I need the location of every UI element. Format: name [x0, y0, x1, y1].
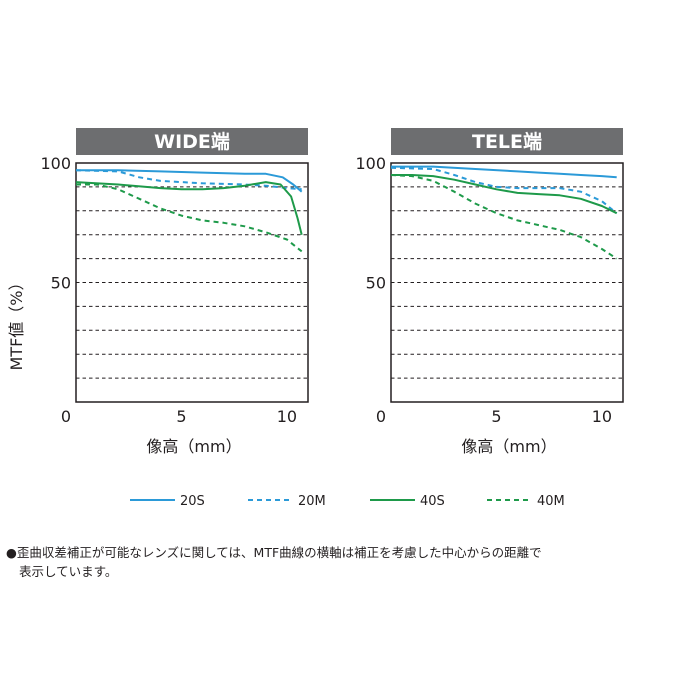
- series-line-20m: [390, 166, 618, 214]
- legend: 20S 20M 40S 40M: [130, 494, 565, 509]
- x-tick-label: 0: [61, 407, 71, 426]
- x-tick-label: 0: [376, 407, 386, 426]
- y-tick-label: 50: [51, 274, 71, 293]
- wide-panel-title: WIDE端: [154, 130, 230, 153]
- series-line-20m: [75, 169, 302, 191]
- tele-plot-frame: [390, 162, 624, 403]
- x-tick-label: 10: [277, 407, 297, 426]
- tele-panel-title: TELE端: [472, 130, 542, 153]
- footnote: ●歪曲収差補正が可能なレンズに関しては、MTF曲線の横軸は補正を考慮した中心から…: [6, 543, 696, 581]
- y-axis-label: MTF値（%）: [7, 275, 26, 371]
- tele-panel: TELE端 100 50 0 5 10 像高（mm）: [355, 128, 624, 456]
- series-line-40s: [391, 174, 618, 215]
- series-line-40m: [76, 183, 303, 253]
- wide-x-axis-label: 像高（mm）: [146, 437, 241, 456]
- wide-title-bar: [76, 128, 308, 155]
- series-line-20s: [391, 165, 617, 179]
- wide-plot-frame: [75, 162, 309, 403]
- legend-label-20s: 20S: [180, 494, 205, 509]
- x-tick-label: 5: [176, 407, 186, 426]
- series-line-40m: [390, 174, 618, 260]
- footnote-line-1: ●歪曲収差補正が可能なレンズに関しては、MTF曲線の横軸は補正を考慮した中心から…: [6, 545, 542, 560]
- tele-x-axis-label: 像高（mm）: [461, 437, 556, 456]
- legend-label-40s: 40S: [420, 494, 445, 509]
- series-line-40s: [75, 181, 303, 235]
- y-tick-label: 100: [355, 154, 386, 173]
- x-tick-label: 10: [592, 407, 612, 426]
- legend-label-20m: 20M: [298, 494, 326, 509]
- y-tick-label: 100: [40, 154, 71, 173]
- series-line-20s: [76, 169, 303, 193]
- wide-panel: WIDE端 100 50 0 5 10 像高（mm） MTF値（%）: [7, 128, 309, 456]
- y-tick-label: 50: [366, 274, 386, 293]
- legend-label-40m: 40M: [537, 494, 565, 509]
- footnote-line-2: 表示しています。: [19, 564, 118, 579]
- tele-title-bar: [391, 128, 623, 155]
- x-tick-label: 5: [491, 407, 501, 426]
